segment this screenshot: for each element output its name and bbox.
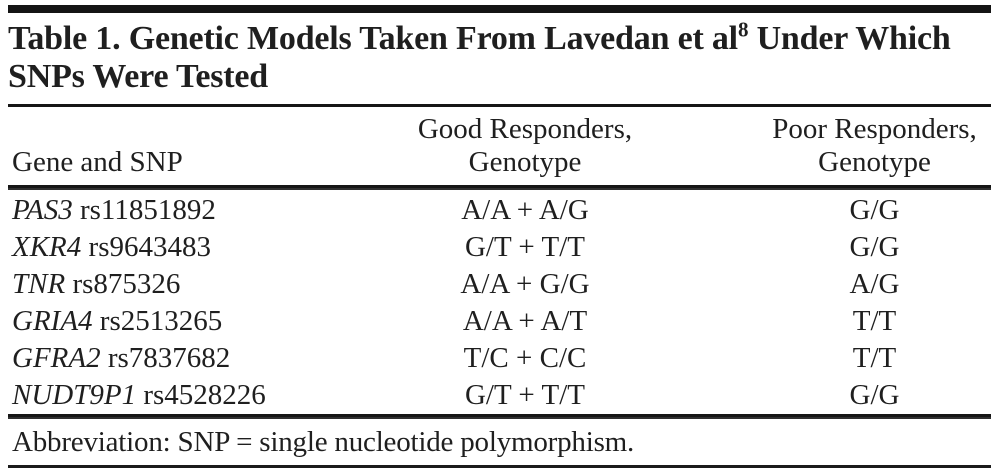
good-responders-genotype: T/C + C/C <box>463 342 587 374</box>
table-title-text-cont: Under Which SNPs Were Tested <box>8 20 951 95</box>
poor-responders-genotype: A/G <box>849 268 900 300</box>
snp-id: rs2513265 <box>99 305 223 337</box>
table-row: GFRA2 rs7837682 T/C + C/C T/T <box>8 340 991 377</box>
good-responders-genotype: G/T + T/T <box>464 379 585 411</box>
gene-name: NUDT9P1 <box>12 379 137 411</box>
double-rule-under-header <box>8 185 991 190</box>
poor-responders-genotype: T/T <box>852 305 897 337</box>
table-header-row: Gene and SNP Good Responders, Genotype P… <box>8 113 991 179</box>
gene-and-snp-cell: XKR4 rs9643483 <box>8 229 338 266</box>
poor-responders-genotype: G/G <box>849 379 900 411</box>
poor-responders-genotype: G/G <box>849 194 900 226</box>
gene-and-snp-cell: GFRA2 rs7837682 <box>8 340 338 377</box>
double-rule-above-footnote <box>8 414 991 419</box>
citation-superscript: 8 <box>737 17 749 42</box>
gene-name: GFRA2 <box>12 342 101 374</box>
table-bottom-rule <box>8 465 991 468</box>
rule-under-title <box>8 104 991 107</box>
column-header-line1: Poor Responders, <box>772 113 977 145</box>
gene-name: TNR <box>12 268 66 300</box>
good-responders-genotype: G/T + T/T <box>464 231 585 263</box>
snp-id: rs11851892 <box>79 194 216 226</box>
poor-responders-genotype: T/T <box>852 342 897 374</box>
snp-id: rs875326 <box>72 268 181 300</box>
table-row: PAS3 rs11851892 A/A + A/G G/G <box>8 192 991 229</box>
table-title-text: Table 1. Genetic Models Taken From Laved… <box>8 20 738 57</box>
good-responders-genotype: A/A + A/G <box>461 194 589 226</box>
gene-name: PAS3 <box>12 194 73 226</box>
column-header-gene-and-snp: Gene and SNP <box>8 113 338 179</box>
column-header-line2: Genotype <box>818 146 931 178</box>
column-header-poor-responders: Poor Responders, Genotype <box>712 113 991 179</box>
snp-id: rs9643483 <box>88 231 211 263</box>
good-responders-genotype: A/A + A/T <box>462 305 588 337</box>
abbreviation-footnote: Abbreviation: SNP = single nucleotide po… <box>12 426 635 458</box>
snp-id: rs7837682 <box>107 342 231 374</box>
column-header-label: Gene and SNP <box>12 146 183 178</box>
column-header-good-responders: Good Responders, Genotype <box>338 113 712 179</box>
gene-and-snp-cell: GRIA4 rs2513265 <box>8 303 338 340</box>
gene-and-snp-cell: PAS3 rs11851892 <box>8 192 338 229</box>
poor-responders-genotype: G/G <box>849 231 900 263</box>
table-row: XKR4 rs9643483 G/T + T/T G/G <box>8 229 991 266</box>
column-header-line1: Good Responders, <box>417 113 633 145</box>
table-top-bar <box>8 5 991 13</box>
gene-name: XKR4 <box>12 231 82 263</box>
table-row: NUDT9P1 rs4528226 G/T + T/T G/G <box>8 377 991 414</box>
gene-and-snp-cell: TNR rs875326 <box>8 266 338 303</box>
table-row: GRIA4 rs2513265 A/A + A/T T/T <box>8 303 991 340</box>
table-title: Table 1. Genetic Models Taken From Laved… <box>8 17 991 96</box>
table-body: PAS3 rs11851892 A/A + A/G G/G XKR4 rs964… <box>8 190 991 414</box>
column-header-line2: Genotype <box>468 146 582 178</box>
gene-name: GRIA4 <box>12 305 93 337</box>
table-row: TNR rs875326 A/A + G/G A/G <box>8 266 991 303</box>
good-responders-genotype: A/A + G/G <box>460 268 590 300</box>
snp-id: rs4528226 <box>143 379 266 411</box>
gene-and-snp-cell: NUDT9P1 rs4528226 <box>8 377 338 414</box>
